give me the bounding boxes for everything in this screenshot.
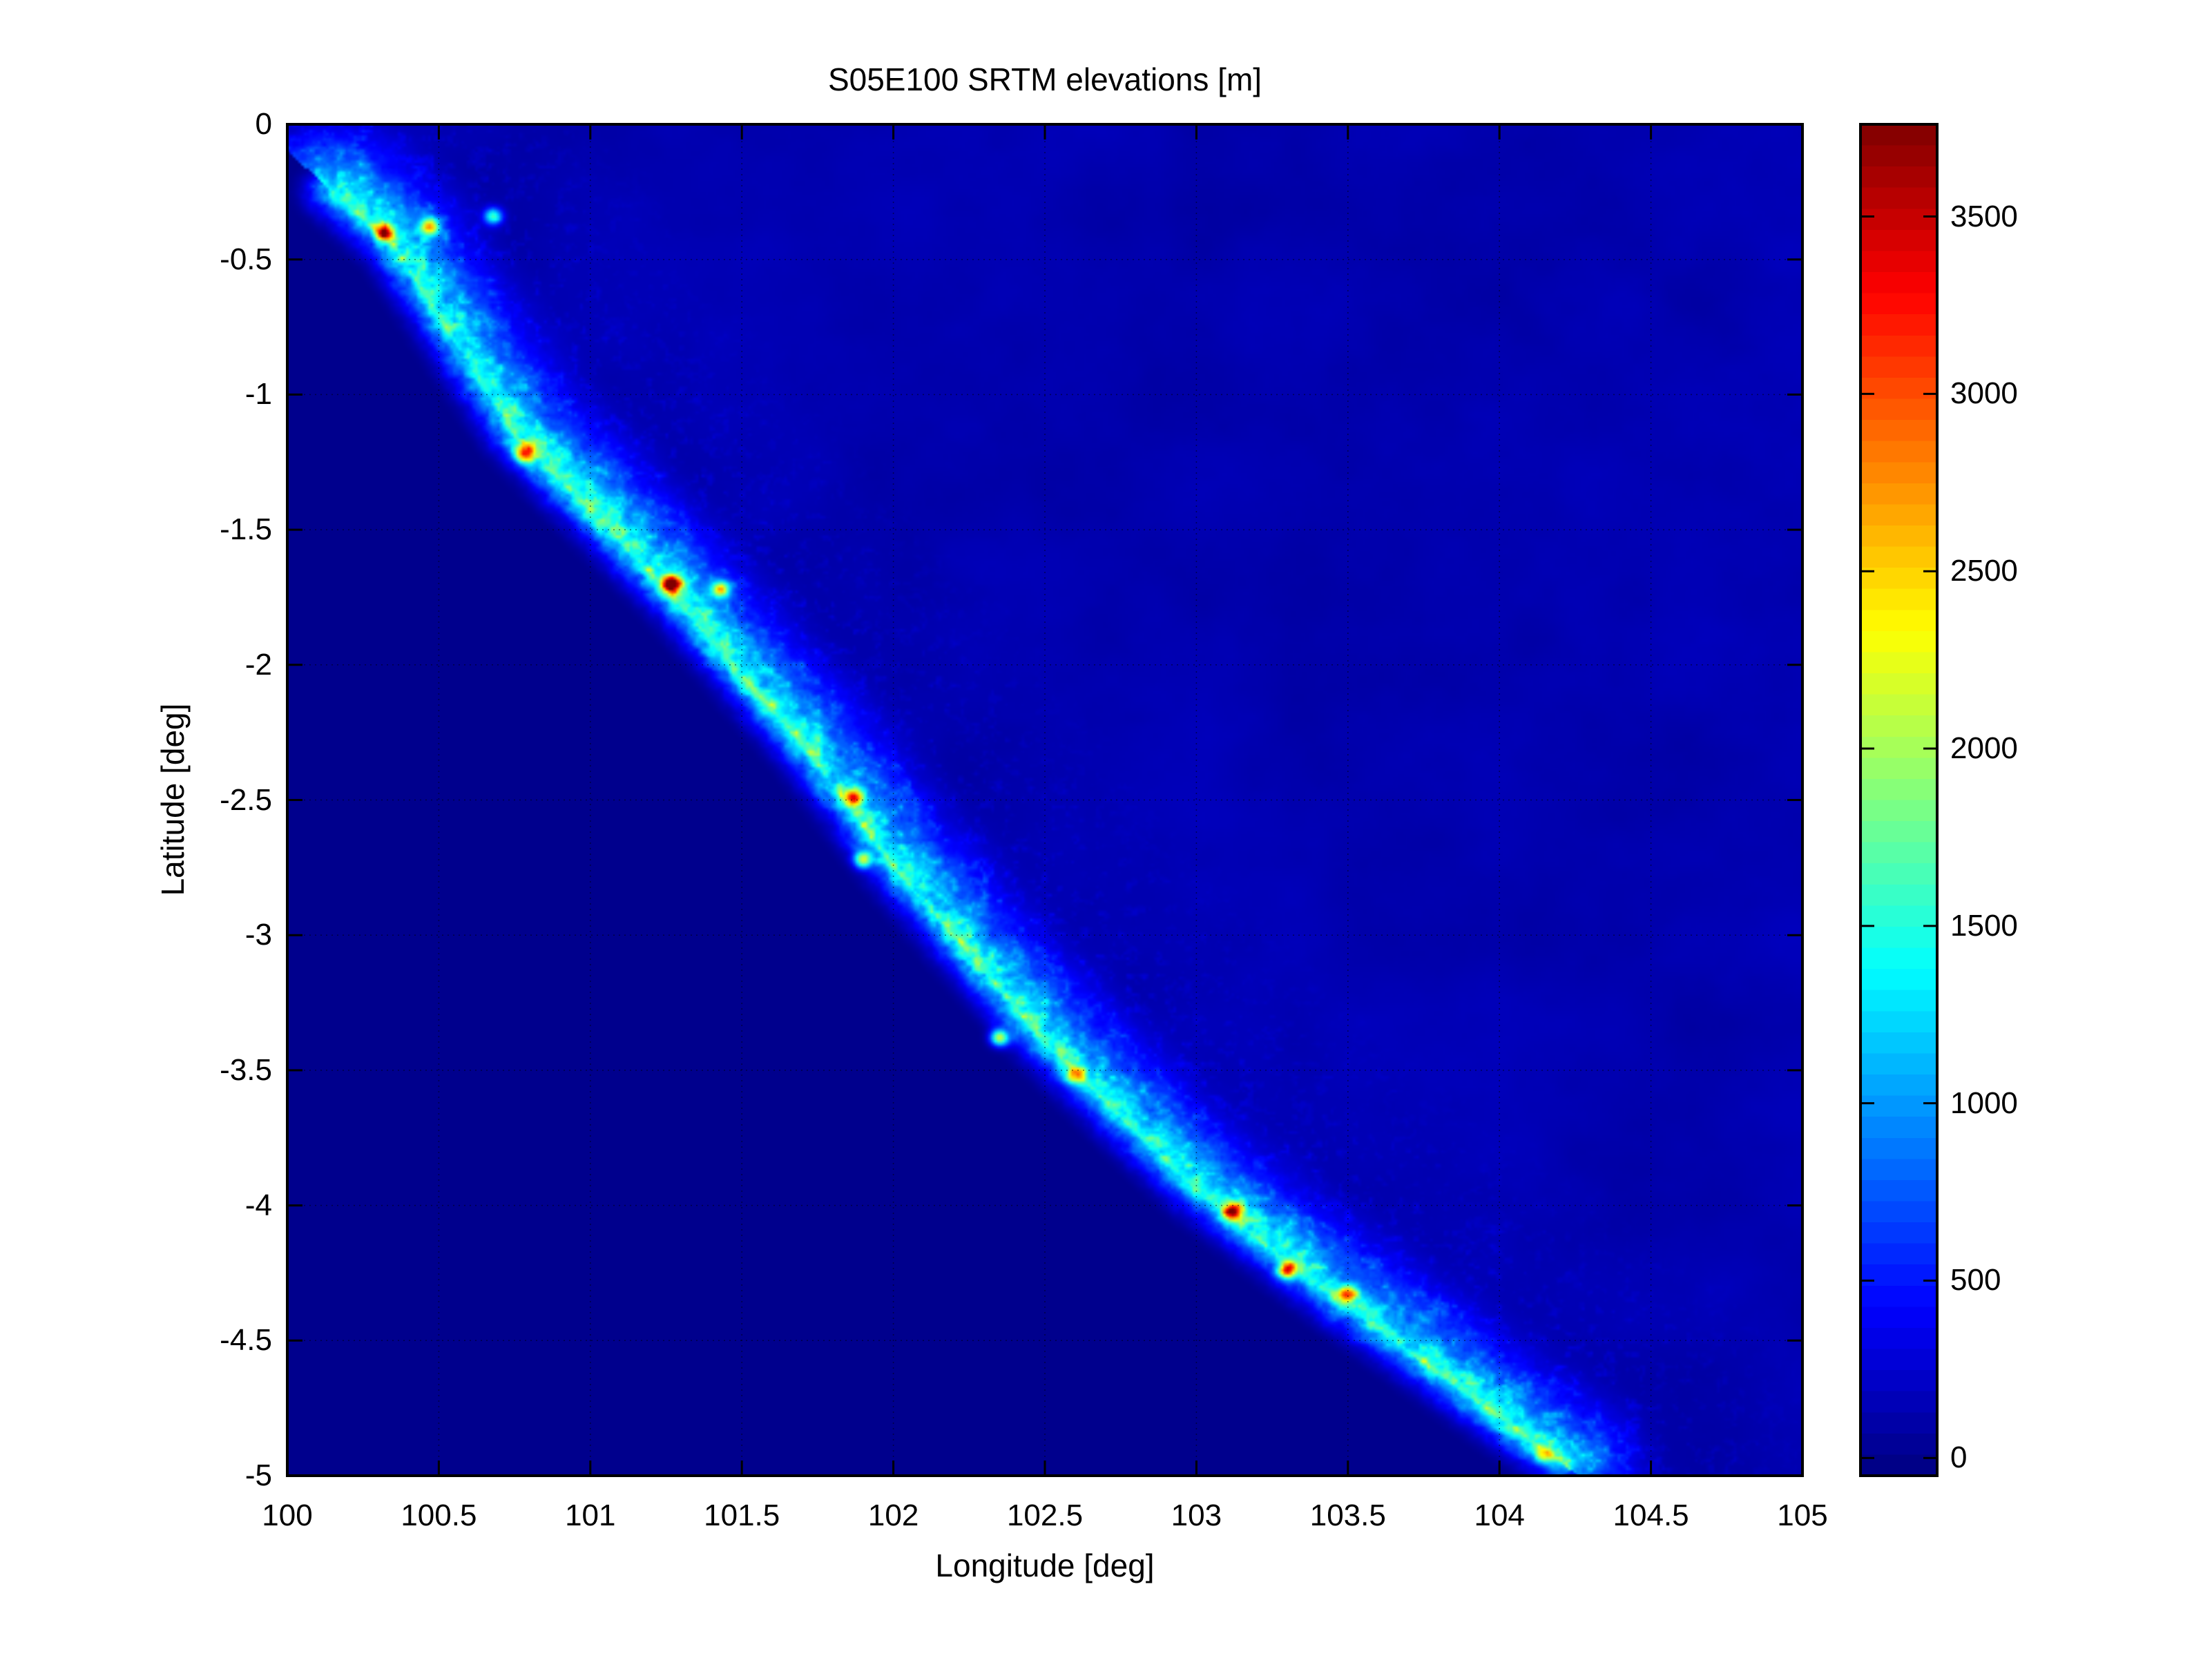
x-tick-label: 101.5 bbox=[704, 1498, 780, 1532]
x-tick-label: 100 bbox=[262, 1498, 313, 1532]
x-tick-label: 100.5 bbox=[401, 1498, 477, 1532]
colorbar: 0 500 1000 1500 2000 2500 3000 3500 bbox=[1859, 123, 2018, 1477]
colorbar-gradient bbox=[1860, 124, 1937, 1476]
x-axis-label: Longitude [deg] bbox=[935, 1548, 1155, 1583]
colorbar-tick-label: 3000 bbox=[1950, 376, 2018, 411]
colorbar-tick-label: 0 bbox=[1950, 1440, 1968, 1475]
colorbar-tick-label: 3500 bbox=[1950, 199, 2018, 233]
colorbar-tick-label: 1000 bbox=[1950, 1086, 2018, 1120]
colorbar-tick-label: 500 bbox=[1950, 1263, 2001, 1298]
colorbar-frame bbox=[1859, 123, 1939, 1477]
y-tick-label: -5 bbox=[244, 1458, 272, 1492]
colorbar-tick-label: 2000 bbox=[1950, 731, 2018, 766]
colorbar-tick-label: 1500 bbox=[1950, 908, 2018, 943]
y-tick-label: -3 bbox=[244, 918, 272, 952]
x-tick-label: 104 bbox=[1474, 1498, 1525, 1532]
colorbar-border bbox=[1859, 123, 1939, 1477]
chart-title: S05E100 SRTM elevations [m] bbox=[827, 61, 1262, 97]
y-tick-label: -4.5 bbox=[220, 1323, 272, 1358]
x-tick-label: 101 bbox=[565, 1498, 616, 1532]
y-tick-label: -1.5 bbox=[220, 512, 272, 547]
y-tick-label: -1 bbox=[244, 377, 272, 412]
x-tick-label: 103.5 bbox=[1309, 1498, 1386, 1532]
x-tick-label: 102 bbox=[867, 1498, 919, 1532]
x-tick-label: 105 bbox=[1777, 1498, 1828, 1532]
y-tick-label: -4 bbox=[244, 1188, 272, 1222]
y-axis-label: Latitude [deg] bbox=[155, 703, 191, 896]
plot-area: 100 100.5 101 101.5 102 102.5 103 103.5 104 104.5… bbox=[220, 107, 1828, 1532]
x-tick-label: 104.5 bbox=[1613, 1498, 1689, 1532]
plot-border bbox=[286, 123, 1804, 1477]
y-tick-label: -0.5 bbox=[220, 242, 272, 276]
colorbar-tick-label: 2500 bbox=[1950, 554, 2018, 588]
axes-frame bbox=[286, 123, 1804, 1477]
y-tick-label: -2 bbox=[244, 647, 272, 682]
x-tick-label: 103 bbox=[1171, 1498, 1222, 1532]
y-tick-label: -3.5 bbox=[220, 1052, 272, 1087]
y-tick-label: -2.5 bbox=[220, 782, 272, 817]
y-tick-label: 0 bbox=[255, 107, 272, 141]
x-tick-label: 102.5 bbox=[1006, 1498, 1084, 1532]
